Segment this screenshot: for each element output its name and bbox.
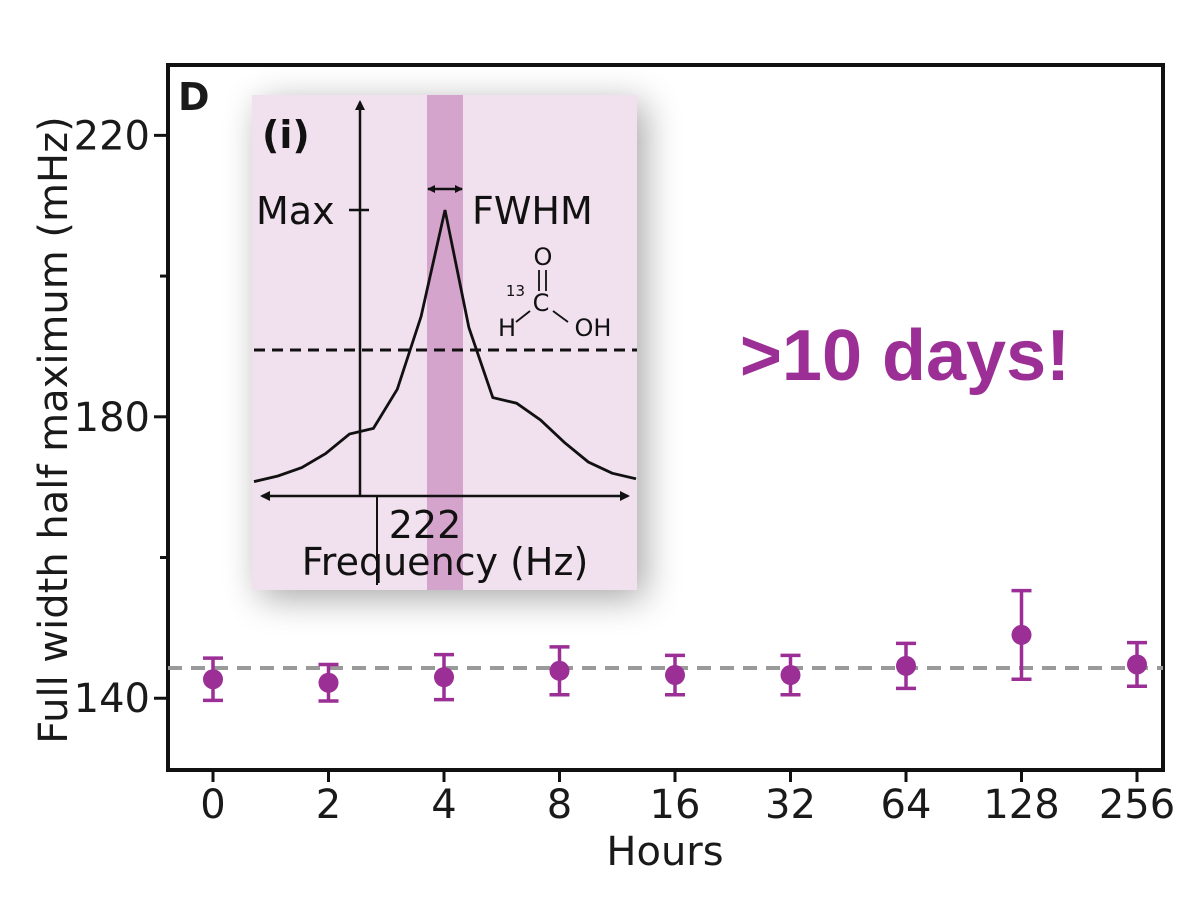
- inset-spectrum: (i) Max FWHM 222 Frequency (Hz) O 13 C H…: [252, 95, 637, 590]
- x-tick-label: 4: [431, 782, 456, 828]
- data-point: [318, 672, 339, 693]
- x-axis-ticks: [211, 770, 1139, 782]
- data-point: [203, 669, 223, 690]
- y-axis-ticks: [154, 133, 168, 700]
- x-tick-label: 64: [881, 782, 932, 828]
- y-tick-label: 180: [74, 395, 150, 441]
- data-point-group: [1011, 588, 1032, 681]
- x-tick-label: 8: [547, 782, 572, 828]
- spectrum-line: [253, 209, 637, 483]
- data-point: [549, 660, 570, 681]
- fwhm-label: FWHM: [472, 189, 593, 233]
- duration-callout: >10 days!: [740, 316, 1070, 396]
- data-point: [434, 667, 454, 688]
- data-point-group: [780, 653, 801, 697]
- x-tick-label: 2: [316, 782, 341, 828]
- y-tick-label: 140: [74, 676, 150, 722]
- x-tick-label: 256: [1099, 782, 1175, 828]
- hydrogen-atom: H: [498, 314, 516, 342]
- hydroxyl-group: OH: [575, 314, 612, 342]
- data-point: [1011, 624, 1032, 645]
- data-point-group: [1127, 640, 1147, 689]
- inset-x-tick-label: 222: [389, 503, 462, 547]
- data-point: [1127, 654, 1147, 675]
- y-tick-labels: 140 180 220: [74, 113, 150, 722]
- data-series: [203, 588, 1147, 703]
- data-point-group: [434, 652, 454, 702]
- data-point-group: [318, 662, 339, 703]
- data-point: [780, 665, 801, 686]
- inset-x-axis-title: Frequency (Hz): [302, 540, 589, 584]
- inset-label: (i): [262, 113, 310, 157]
- panel-label: D: [178, 75, 210, 119]
- x-tick-labels: 0 2 4 8 16 32 64 128 256: [200, 782, 1175, 828]
- data-point-group: [203, 656, 223, 703]
- data-point-group: [549, 645, 570, 697]
- x-tick-label: 32: [765, 782, 816, 828]
- x-tick-label: 16: [650, 782, 701, 828]
- max-label: Max: [256, 189, 335, 233]
- y-tick-label: 220: [74, 113, 150, 159]
- data-point-group: [896, 641, 916, 691]
- x-axis-title: Hours: [606, 829, 723, 875]
- data-point-group: [665, 653, 685, 697]
- y-axis-title: Full width half maximum (mHz): [31, 116, 77, 743]
- formic-acid-structure: O 13 C H OH: [498, 243, 611, 342]
- carbon-atom: C: [533, 289, 550, 317]
- x-tick-label: 128: [983, 782, 1059, 828]
- isotope-label: 13: [506, 282, 525, 300]
- ch-bond: [515, 310, 531, 323]
- data-point: [896, 655, 916, 676]
- oxygen-atom: O: [534, 243, 553, 271]
- data-point: [665, 665, 685, 686]
- coh-bond: [552, 310, 569, 323]
- fwhm-band: [427, 95, 463, 590]
- x-tick-label: 0: [200, 782, 225, 828]
